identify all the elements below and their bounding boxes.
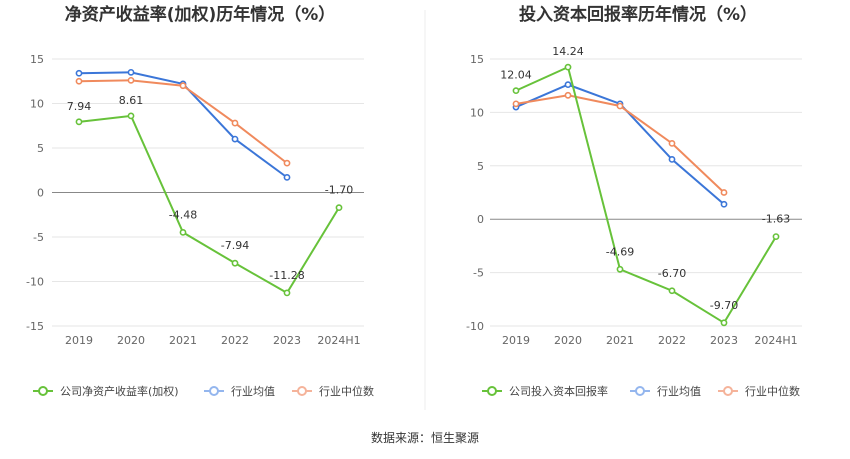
roic-series-point-2[interactable] bbox=[720, 189, 728, 196]
roe-y-tick-label: -5 bbox=[33, 231, 44, 244]
roe-series-point-1[interactable] bbox=[127, 68, 135, 76]
roe-chart-panel: 净资产收益率(加权)历年情况（%） 15 10 5 0 -5 -10 -15 2019 2020… bbox=[26, 4, 374, 398]
roe-series: 7.94 8.61 -4.48 -7.94 -11.28 -1.70 bbox=[67, 68, 353, 297]
roic-series-point-1[interactable] bbox=[668, 155, 676, 163]
legend-item-average-roic[interactable]: 行业均值 bbox=[630, 385, 701, 398]
roic-x-tick-label: 2020 bbox=[554, 334, 582, 347]
roe-data-label: 8.61 bbox=[119, 94, 144, 107]
roic-series-point-0[interactable] bbox=[772, 233, 780, 241]
roic-series-point-2[interactable] bbox=[564, 91, 572, 99]
legend-label-median-roic: 行业中位数 bbox=[745, 384, 800, 398]
roe-y-tick-label: -10 bbox=[26, 276, 44, 289]
roic-data-label: -9.70 bbox=[710, 299, 738, 312]
roic-series-point-0[interactable] bbox=[668, 287, 676, 295]
roic-series-point-2[interactable] bbox=[512, 100, 520, 108]
roe-y-tick-label: 0 bbox=[37, 187, 44, 200]
roe-series-point-0[interactable] bbox=[127, 112, 135, 120]
roe-y-tick-label: -15 bbox=[26, 320, 44, 333]
roic-x-tick-label: 2021 bbox=[606, 334, 634, 347]
roe-data-label: -4.48 bbox=[169, 208, 197, 221]
roic-series-point-0[interactable] bbox=[564, 63, 572, 71]
roe-x-tick-label: 2023 bbox=[273, 334, 301, 347]
roe-y-tick-label: 15 bbox=[30, 53, 44, 66]
roic-series-point-0[interactable] bbox=[720, 319, 728, 327]
roe-series-point-2[interactable] bbox=[75, 77, 83, 85]
roe-x-tick-label: 2019 bbox=[65, 334, 93, 347]
roic-series-point-1[interactable] bbox=[564, 81, 572, 89]
roe-x-tick-label: 2021 bbox=[169, 334, 197, 347]
roic-legend: 公司投入资本回报率 行业均值 行业中位数 bbox=[482, 384, 800, 398]
roic-chart-title: 投入资本回报率历年情况（%） bbox=[519, 4, 757, 25]
roe-series-point-2[interactable] bbox=[231, 119, 239, 127]
roic-x-tick-label: 2023 bbox=[710, 334, 738, 347]
roe-x-tick-label: 2020 bbox=[117, 334, 145, 347]
legend-item-company-roe[interactable]: 公司净资产收益率(加权) bbox=[33, 384, 179, 398]
roic-series-point-1[interactable] bbox=[720, 200, 728, 208]
roe-series-point-2[interactable] bbox=[127, 76, 135, 84]
legend-item-median-roe[interactable]: 行业中位数 bbox=[292, 384, 374, 398]
roe-chart-title: 净资产收益率(加权)历年情况（%） bbox=[65, 4, 336, 25]
roic-y-tick-label: 15 bbox=[470, 53, 484, 66]
legend-item-median-roic[interactable]: 行业中位数 bbox=[718, 384, 800, 398]
roe-series-point-1[interactable] bbox=[231, 135, 239, 143]
roic-y-tick-label: -10 bbox=[466, 320, 484, 333]
roic-series-point-2[interactable] bbox=[616, 102, 624, 110]
roe-data-label: -11.28 bbox=[269, 269, 304, 282]
roe-series-point-2[interactable] bbox=[179, 82, 187, 90]
roic-x-tick-label: 2019 bbox=[502, 334, 530, 347]
roe-y-tick-label: 10 bbox=[30, 98, 44, 111]
roic-y-tick-label: 5 bbox=[477, 160, 484, 173]
legend-label-average-roe: 行业均值 bbox=[231, 385, 275, 398]
roe-legend: 公司净资产收益率(加权) 行业均值 行业中位数 bbox=[33, 384, 374, 398]
roe-series-line-2 bbox=[78, 79, 288, 164]
roe-x-tick-label: 2022 bbox=[221, 334, 249, 347]
roe-axes: 15 10 5 0 -5 -10 -15 2019 2020 2021 2022 2023 2024H1 bbox=[26, 53, 361, 347]
legend-label-company-roic: 公司投入资本回报率 bbox=[509, 384, 608, 398]
roe-series-point-0[interactable] bbox=[231, 259, 239, 267]
roe-data-label: 7.94 bbox=[67, 100, 92, 113]
roe-series-line-0 bbox=[78, 114, 340, 295]
roic-series-point-2[interactable] bbox=[668, 139, 676, 147]
roic-y-tick-label: -5 bbox=[473, 267, 484, 280]
legend-label-average-roic: 行业均值 bbox=[657, 385, 701, 398]
roe-series-point-0[interactable] bbox=[179, 228, 187, 236]
roic-series-point-0[interactable] bbox=[512, 87, 520, 95]
roe-series-point-1[interactable] bbox=[75, 69, 83, 77]
legend-item-average-roe[interactable]: 行业均值 bbox=[204, 385, 275, 398]
roic-series-line-0 bbox=[515, 65, 777, 325]
roic-data-label: -4.69 bbox=[606, 245, 634, 258]
legend-item-company-roic[interactable]: 公司投入资本回报率 bbox=[482, 384, 608, 398]
roic-x-tick-label: 2024H1 bbox=[754, 334, 797, 347]
roic-data-label: 12.04 bbox=[500, 69, 532, 82]
roe-series-point-0[interactable] bbox=[283, 289, 291, 297]
roe-series-point-2[interactable] bbox=[283, 159, 291, 167]
roic-grid bbox=[490, 58, 802, 327]
roe-y-tick-label: 5 bbox=[37, 142, 44, 155]
roic-y-tick-label: 10 bbox=[470, 106, 484, 119]
roic-data-label: -6.70 bbox=[658, 267, 686, 280]
roic-series: 12.04 14.24 -4.69 -6.70 -9.70 -1.63 bbox=[500, 45, 790, 327]
roe-x-tick-label: 2024H1 bbox=[317, 334, 360, 347]
roic-data-label: 14.24 bbox=[552, 45, 584, 58]
roe-data-label: -7.94 bbox=[221, 239, 249, 252]
roic-y-tick-label: 0 bbox=[477, 213, 484, 226]
roe-series-point-0[interactable] bbox=[75, 118, 83, 126]
roic-x-tick-label: 2022 bbox=[658, 334, 686, 347]
roe-series-point-0[interactable] bbox=[335, 204, 343, 212]
roic-data-label: -1.63 bbox=[762, 213, 790, 226]
data-source-label: 数据来源：恒生聚源 bbox=[371, 430, 479, 445]
roic-axes: 15 10 5 0 -5 -10 2019 2020 2021 2022 2023 2024H1 bbox=[466, 53, 798, 347]
roe-series-point-1[interactable] bbox=[283, 173, 291, 181]
roe-grid bbox=[52, 58, 364, 327]
legend-label-company-roe: 公司净资产收益率(加权) bbox=[60, 384, 179, 398]
roic-chart-panel: 投入资本回报率历年情况（%） 15 10 5 0 -5 -10 2019 2020 2021 20… bbox=[466, 4, 802, 398]
roic-series-point-0[interactable] bbox=[616, 265, 624, 273]
legend-label-median-roe: 行业中位数 bbox=[319, 384, 374, 398]
roe-data-label: -1.70 bbox=[325, 184, 353, 197]
